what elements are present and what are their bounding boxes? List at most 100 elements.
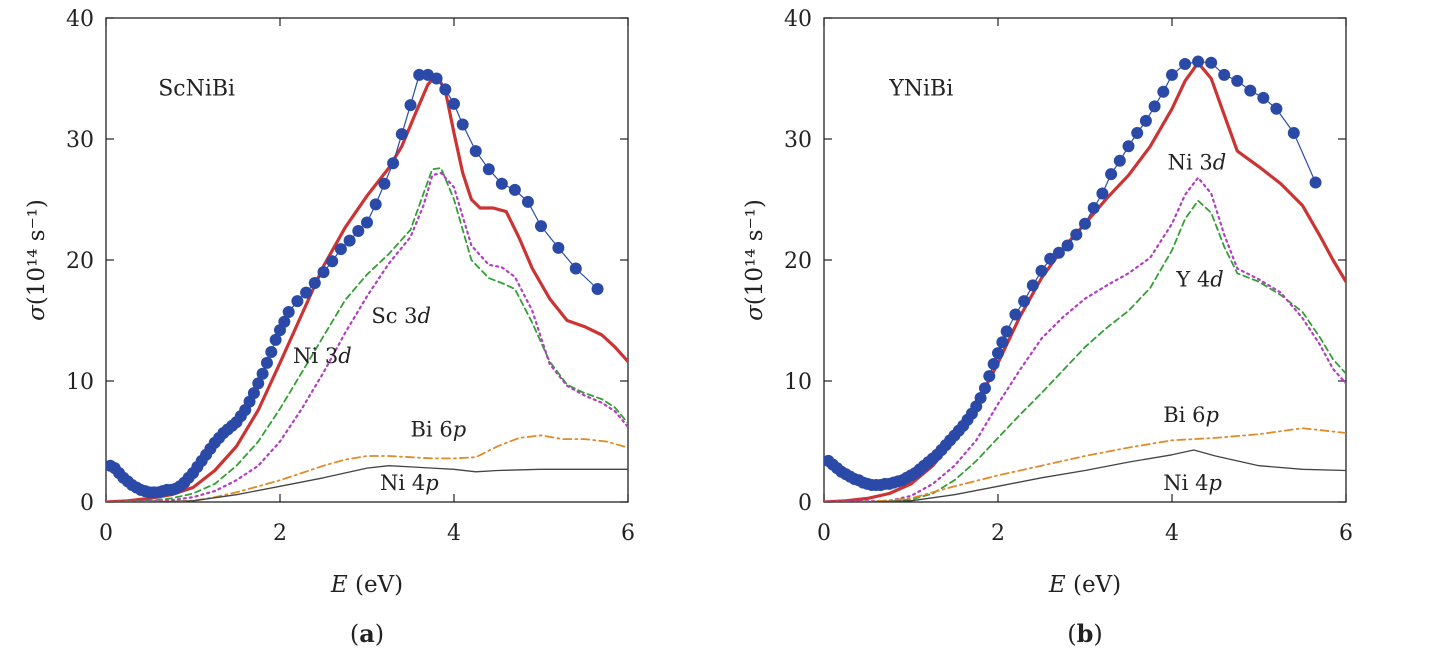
chart-a-ni4p-curve <box>106 465 628 502</box>
chart-a-experiment-point <box>269 333 282 346</box>
chart-a-experiment-point <box>430 72 443 85</box>
chart-a-ni3d-label: Ni 3d <box>293 344 352 368</box>
chart-a-experiment-point <box>395 128 408 141</box>
chart-b-experiment-point <box>1087 201 1100 214</box>
chart-a-experiment-point <box>308 276 321 289</box>
chart-b-experiment-point <box>1079 217 1091 230</box>
chart-b-experiment-point <box>983 370 996 383</box>
chart-a-x-tick-label: 2 <box>273 521 287 546</box>
chart-b-x-axis-label: E (eV) <box>1048 572 1121 598</box>
chart-b-y-tick-label: 20 <box>784 249 812 274</box>
chart-a-ni3d-curve <box>106 171 628 502</box>
chart-b-experiment-point <box>1000 325 1013 338</box>
chart-a-sample-label: ScNiBi <box>158 76 235 101</box>
chart-b-experiment-point <box>978 382 991 395</box>
chart-a-experiment-point <box>334 243 347 256</box>
chart-a-experiment-point <box>361 216 373 229</box>
chart-a-experiment-point <box>256 367 269 380</box>
chart-b-ni3d-curve <box>824 176 1346 502</box>
chart-b-experiment-point <box>1231 74 1244 87</box>
chart-b-experiment-point <box>1270 102 1283 115</box>
chart-b-y-tick-label: 0 <box>798 491 812 516</box>
chart-a-experiment-point <box>456 118 469 131</box>
chart-a-bi6p-curve <box>106 434 628 502</box>
chart-b-experiment-point <box>992 347 1004 360</box>
chart-b-curves <box>824 55 1346 502</box>
chart-b-total-curve <box>824 61 1346 502</box>
chart-b-experiment-point <box>996 336 1009 349</box>
chart-a-experiment-point <box>278 315 291 328</box>
chart-a-experiment-point <box>482 163 495 176</box>
chart-b-experiment-point <box>1218 68 1231 81</box>
chart-a-experiment-point <box>369 198 382 211</box>
chart-a-y-tick-label: 10 <box>66 370 94 395</box>
chart-a-bi6p-label: Bi 6p <box>411 418 467 442</box>
chart-b-y4d-curve <box>824 199 1346 502</box>
chart-a-y-tick-label: 20 <box>66 249 94 274</box>
chart-b-experiment-point <box>1287 126 1300 139</box>
chart-a-x-tick-label: 6 <box>621 521 635 546</box>
chart-a-experiment-point <box>495 177 508 190</box>
chart-a-experiment-point <box>291 295 304 308</box>
chart-a-experiment-point <box>252 377 265 390</box>
chart-b-bi6p-label: Bi 6p <box>1163 403 1219 427</box>
chart-b-experiment-point <box>1257 91 1270 104</box>
chart-a-experiment-point <box>265 345 278 358</box>
chart-a-total-curve <box>106 73 628 502</box>
chart-b-experiment-point <box>1244 84 1257 97</box>
chart-b-experiment-point <box>1052 246 1065 259</box>
chart-b-experiment-point <box>1309 176 1322 189</box>
chart-a-experiment-point <box>552 241 565 254</box>
chart-a-experiment-point <box>535 220 547 233</box>
chart-b-experiment-point <box>1018 295 1031 308</box>
chart-a-y-axis-label: σ(10¹⁴ s⁻¹) <box>24 199 50 321</box>
chart-a-experiment-line <box>110 74 599 493</box>
chart-a-experiment-point <box>326 255 339 268</box>
chart-b-y-tick-label: 40 <box>784 7 812 32</box>
chart-b-experiment-point <box>1113 154 1126 167</box>
chart-a-experiment-point <box>413 68 426 81</box>
chart-a-experiment-point <box>247 387 260 400</box>
chart-b-experiment-line <box>827 60 1317 486</box>
chart-b-sample-label: YNiBi <box>888 76 953 101</box>
chart-a-experiment-point <box>300 286 313 299</box>
chart-a-sc3d-label: Sc 3d <box>371 304 431 328</box>
chart-a-experiment-point <box>260 356 273 369</box>
chart-a-x-tick-label: 4 <box>447 521 461 546</box>
chart-a-caption: (a) <box>350 619 384 648</box>
chart-b-experiment-point <box>1131 126 1144 139</box>
chart-b-experiment-point <box>1179 57 1192 70</box>
chart-a-sc3d-curve <box>106 167 628 502</box>
chart-b-experiment-point <box>1192 55 1205 68</box>
chart-b-experiment-point <box>1035 264 1048 277</box>
chart-a-experiment-point <box>282 306 295 319</box>
chart-b-ni4p-curve <box>824 449 1346 502</box>
chart-a-y-tick-label: 40 <box>66 7 94 32</box>
chart-b-experiment-point <box>1070 228 1083 241</box>
chart-b-ni4p-label: Ni 4p <box>1163 471 1222 495</box>
chart-b-x-tick-label: 0 <box>817 521 831 546</box>
chart-b-ni3d-label: Ni 3d <box>1168 150 1227 174</box>
chart-b-y-axis-label: σ(10¹⁴ s⁻¹) <box>742 199 768 321</box>
chart-b-experiment-point <box>1139 114 1152 127</box>
chart-a-experiment-point <box>404 99 417 112</box>
chart-a-experiment-point <box>448 97 460 110</box>
chart-b-experiment-point <box>1166 68 1178 81</box>
chart-a-experiment-point <box>378 177 391 190</box>
chart-b-experiment-point <box>1044 252 1057 265</box>
chart-a-y-tick-label: 0 <box>80 491 94 516</box>
chart-b-x-tick-label: 2 <box>991 521 1005 546</box>
chart-a-experiment-point <box>343 234 356 247</box>
chart-a-svg: 0 2 4 6 0 10 20 30 40 E (eV) σ(10¹⁴ s⁻¹) ScNiBi Sc 3… <box>24 7 635 648</box>
chart-a-x-tick-label: 0 <box>99 521 113 546</box>
chart-b-experiment-point <box>1205 56 1218 69</box>
chart-b-x-tick-label: 6 <box>1339 521 1353 546</box>
chart-b-experiment-point <box>1122 140 1135 153</box>
chart-panel-b: 0 2 4 6 0 10 20 30 40 E (eV) σ(10¹⁴ s⁻¹) YNiBi Ni 3d… <box>718 0 1436 649</box>
chart-a-experiment-point <box>521 195 534 208</box>
chart-a-curves <box>106 68 628 502</box>
chart-a-experiment-point <box>569 262 582 275</box>
chart-b-bi6p-curve <box>824 427 1346 502</box>
chart-a-experiment-point <box>317 266 330 279</box>
chart-a-experiment-point <box>508 183 521 196</box>
